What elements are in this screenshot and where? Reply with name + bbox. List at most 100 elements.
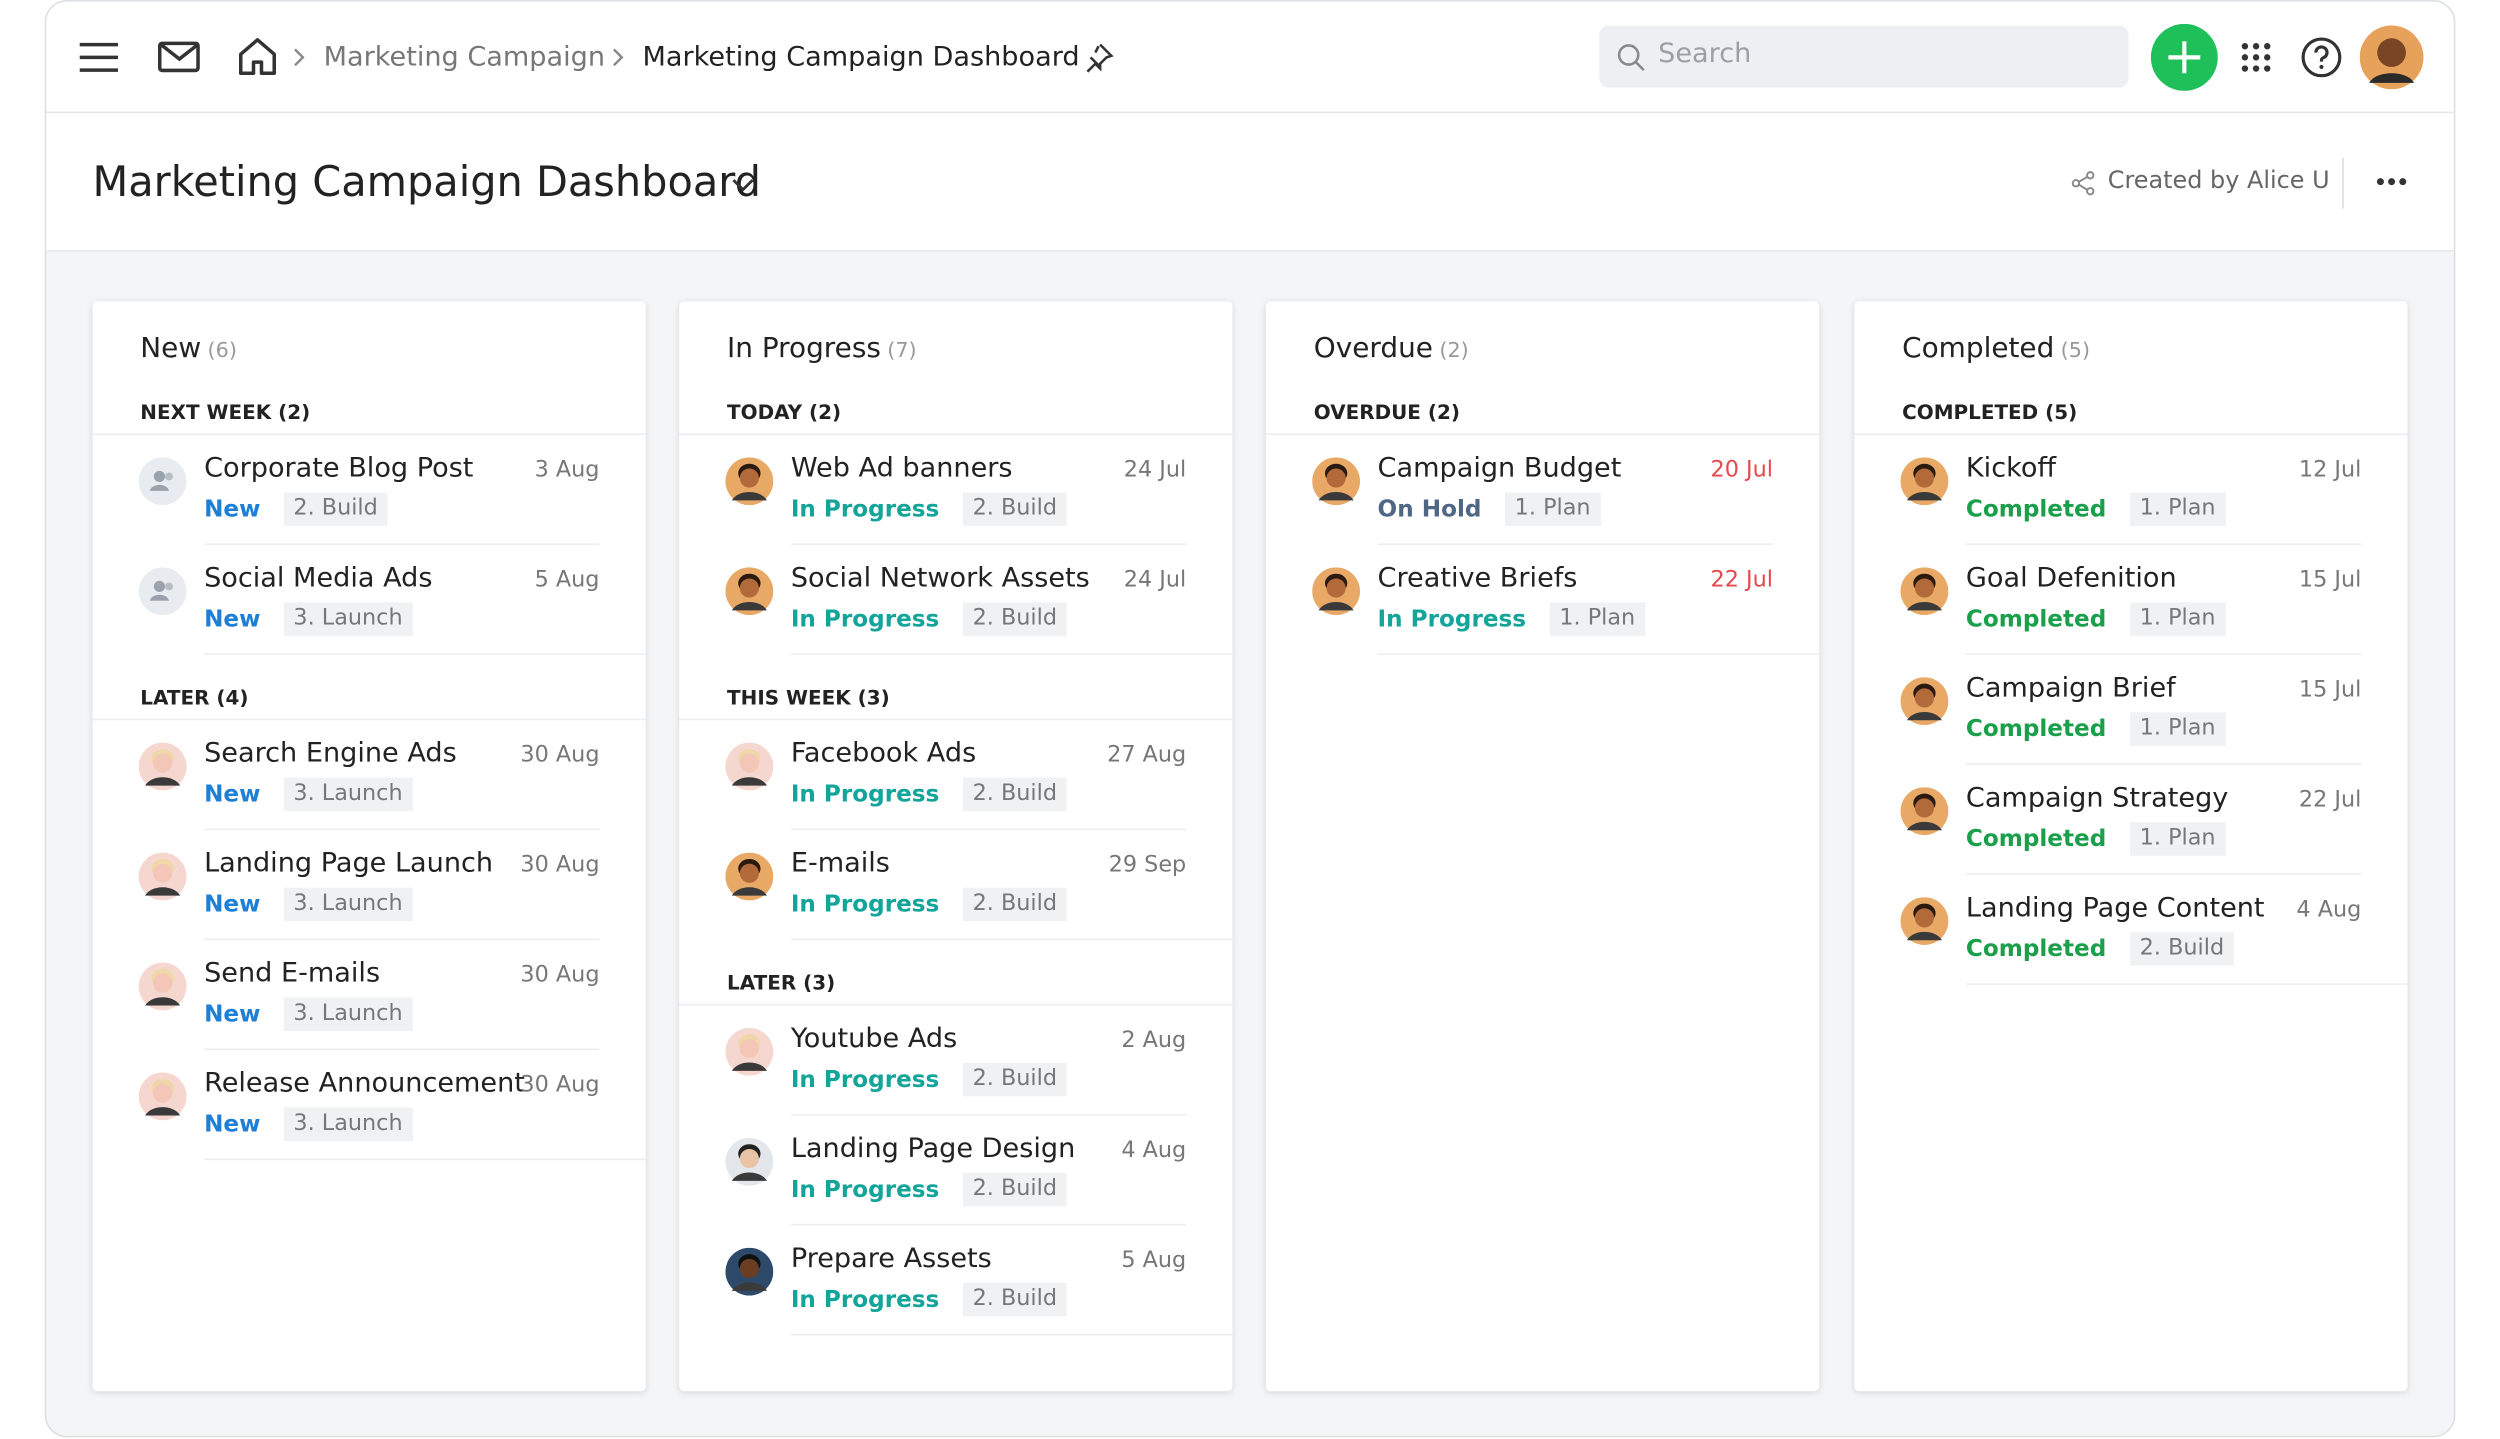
task-date: 30 Aug (520, 742, 600, 769)
task-status: New (204, 1112, 261, 1138)
task-stage: 2. Build (283, 492, 388, 526)
crumb-sep (294, 48, 305, 67)
search-box[interactable]: Search (1599, 25, 2129, 88)
task-stage: 3. Launch (283, 887, 413, 922)
task-date: 30 Aug (520, 1072, 600, 1098)
task-title: Youtube Ads (790, 1023, 958, 1055)
assignee-avatar (725, 1137, 774, 1186)
assignee-avatar (138, 742, 187, 791)
task-status: In Progress (790, 497, 940, 523)
task-title: Campaign Budget (1377, 452, 1622, 485)
top-bar: Marketing Campaign Marketing Campaign Da… (46, 1, 2454, 114)
task-status: In Progress (790, 892, 940, 918)
task-status: New (204, 892, 261, 918)
assignee-avatar (1900, 787, 1949, 836)
task-title: Prepare Assets (790, 1243, 992, 1275)
task-title: Campaign Brief (1965, 672, 2176, 705)
task-card[interactable]: Facebook Ads 27 Aug In Progress 2. Build (679, 720, 1232, 831)
task-stage: 3. Launch (283, 777, 413, 812)
task-date: 20 Jul (1710, 457, 1773, 483)
task-title: Social Network Assets (790, 562, 1090, 595)
assignee-avatar (725, 852, 774, 901)
task-card[interactable]: Prepare Assets 5 Aug In Progress 2. Build (679, 1225, 1233, 1336)
task-stage: 1. Plan (1505, 492, 1601, 526)
task-title: Creative Briefs (1377, 562, 1578, 595)
task-title: Web Ad banners (790, 452, 1013, 485)
task-card[interactable]: Landing Page Content 4 Aug Completed 2. Bui… (1854, 875, 2408, 985)
column-count: (2) (1439, 339, 1469, 364)
add-button[interactable] (2150, 23, 2218, 91)
mail-icon[interactable] (158, 41, 201, 73)
breadcrumb[interactable]: Marketing Campaign (323, 41, 606, 74)
task-card[interactable]: Youtube Ads 2 Aug In Progress 2. Build (679, 1006, 1232, 1116)
column-title: Overdue (1313, 333, 1433, 365)
breadcrumb-current: Marketing Campaign Dashboard (642, 41, 1080, 74)
app-frame: Marketing Campaign Marketing Campaign Da… (44, 0, 2456, 1438)
task-stage: 2. Build (963, 1282, 1067, 1317)
column-title: New (140, 333, 202, 365)
task-card[interactable]: Campaign Brief 15 Jul Completed 1. Plan (1854, 655, 2407, 765)
more-menu[interactable] (2376, 177, 2408, 187)
title-dropdown[interactable] (730, 177, 756, 196)
task-date: 22 Jul (2298, 787, 2362, 813)
column-header: Completed (5) (1854, 301, 2407, 370)
task-stage: 1. Plan (2130, 602, 2226, 636)
column: Completed (5) COMPLETED (5) Kickoff 12 Jul Co… (1854, 301, 2408, 1392)
assignee-avatar (1900, 897, 1949, 946)
task-card[interactable]: Goal Defenition 15 Jul Completed 1. Plan (1854, 545, 2407, 655)
task-date: 15 Jul (2298, 677, 2362, 703)
user-avatar[interactable] (2359, 25, 2424, 90)
task-card[interactable]: Kickoff 12 Jul Completed 1. Plan (1854, 435, 2407, 546)
column-count: (5) (2060, 339, 2091, 364)
task-card[interactable]: Release Announcement 30 Aug New 3. Launch (92, 1050, 646, 1161)
assignee-avatar (1900, 677, 1949, 726)
task-card[interactable]: Web Ad banners 24 Jul In Progress 2. Build (679, 435, 1232, 546)
task-status: New (204, 607, 261, 633)
task-card[interactable]: Search Engine Ads 30 Aug New 3. Launch (92, 720, 645, 831)
task-title: Landing Page Content (1965, 892, 2265, 925)
task-title: Landing Page Launch (204, 847, 494, 880)
task-card[interactable]: Campaign Strategy 22 Jul Completed 1. Plan (1854, 765, 2407, 875)
task-stage: 2. Build (963, 777, 1067, 812)
menu-icon[interactable] (78, 40, 119, 75)
task-date: 27 Aug (1107, 742, 1187, 769)
task-stage: 1. Plan (2130, 712, 2226, 746)
task-card[interactable]: Social Media Ads 5 Aug New 3. Launch (92, 545, 646, 655)
task-title: Campaign Strategy (1965, 782, 2229, 815)
task-status: New (204, 1002, 261, 1028)
task-card[interactable]: Landing Page Design 4 Aug In Progress 2. Bu… (679, 1116, 1232, 1226)
task-card[interactable]: E-mails 29 Sep In Progress 2. Build (679, 830, 1233, 941)
column-title: In Progress (727, 333, 881, 365)
assignee-avatar (138, 962, 187, 1011)
pin-icon[interactable] (1083, 41, 1115, 73)
task-card[interactable]: Creative Briefs 22 Jul In Progress 1. Plan (1266, 545, 1820, 655)
created-by: Created by Alice U (2107, 165, 2330, 195)
home-icon[interactable] (238, 37, 278, 77)
assignee-avatar (138, 567, 187, 616)
task-stage: 2. Build (963, 602, 1067, 636)
task-stage: 1. Plan (2130, 492, 2226, 526)
group-label: TODAY (2) (679, 400, 1233, 436)
task-card[interactable]: Social Network Assets 24 Jul In Progress 2.… (679, 545, 1233, 655)
task-date: 5 Aug (534, 567, 600, 593)
group-label: COMPLETED (5) (1854, 400, 2408, 436)
task-date: 4 Aug (2296, 897, 2362, 923)
column: In Progress (7) TODAY (2) Web Ad banners 24 … (679, 301, 1233, 1392)
task-stage: 2. Build (963, 1062, 1067, 1097)
task-title: Send E-mails (204, 957, 381, 990)
task-card[interactable]: Send E-mails 30 Aug New 3. Launch (92, 940, 645, 1051)
task-card[interactable]: Campaign Budget 20 Jul On Hold 1. Plan (1266, 435, 1819, 546)
task-date: 22 Jul (1710, 567, 1773, 593)
column-header: New (6) (92, 301, 645, 370)
assignee-avatar (138, 1072, 187, 1121)
task-title: Search Engine Ads (204, 737, 457, 770)
task-status: On Hold (1377, 497, 1482, 523)
task-status: Completed (1965, 717, 2107, 743)
task-card[interactable]: Landing Page Launch 30 Aug New 3. Launch (92, 830, 645, 941)
task-status: New (204, 497, 261, 523)
help-icon[interactable] (2301, 37, 2342, 78)
task-date: 29 Sep (1108, 852, 1187, 879)
task-card[interactable]: Corporate Blog Post 3 Aug New 2. Build (92, 435, 645, 546)
apps-icon[interactable] (2240, 41, 2272, 73)
